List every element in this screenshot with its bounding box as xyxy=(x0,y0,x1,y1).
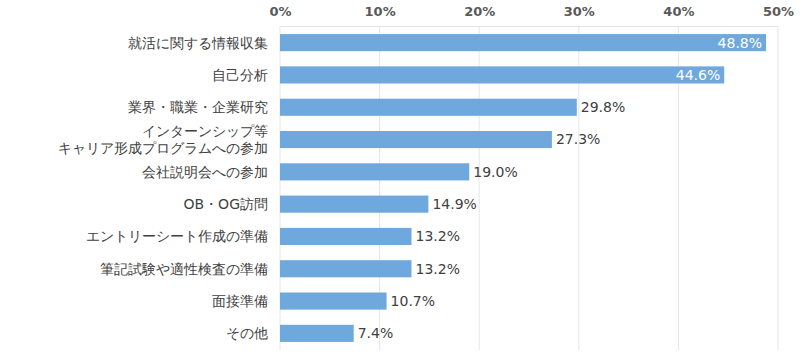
data-label: 44.6% xyxy=(676,67,720,83)
plot: 0% 10% 20% 30% 40% 50% 就活に関する情報収集自己分析業界・職業・企業研… xyxy=(58,4,794,350)
category-label: インターンシップ等キャリア形成プログラムへの参加 xyxy=(58,123,268,156)
bar xyxy=(280,131,552,148)
bar xyxy=(280,66,724,83)
category-label: エントリーシート作成の準備 xyxy=(86,228,268,244)
data-label: 19.0% xyxy=(473,164,517,180)
grid xyxy=(280,26,778,350)
bar xyxy=(280,196,428,213)
tick: 50% xyxy=(763,4,794,26)
data-label: 13.2% xyxy=(415,228,459,244)
category-label: 業界・職業・企業研究 xyxy=(128,99,268,115)
bar xyxy=(280,325,354,342)
tick: 20% xyxy=(464,4,495,26)
tick-label: 30% xyxy=(564,4,595,19)
bar xyxy=(280,228,411,245)
data-label: 10.7% xyxy=(391,293,435,309)
data-label: 7.4% xyxy=(358,325,394,341)
tick-label: 20% xyxy=(464,4,495,19)
tick: 40% xyxy=(663,4,694,26)
axis-line xyxy=(281,26,779,27)
tick-label: 0% xyxy=(269,4,291,19)
data-label: 13.2% xyxy=(415,261,459,277)
category-label: 自己分析 xyxy=(212,67,268,83)
tick-label: 40% xyxy=(663,4,694,19)
bar xyxy=(280,34,766,51)
category-label: 就活に関する情報収集 xyxy=(128,35,268,51)
chart: 0% 10% 20% 30% 40% 50% 就活に関する情報収集自己分析業界・職業・企業研… xyxy=(0,0,800,358)
bar xyxy=(280,163,469,180)
data-label: 14.9% xyxy=(432,196,476,212)
x-axis: 0% 10% 20% 30% 40% 50% xyxy=(269,4,794,27)
tick: 0% xyxy=(269,4,291,26)
data-label: 48.8% xyxy=(718,35,762,51)
data-labels: 48.8% 44.6% 29.8% 27.3% 19.0% 14.9% 13.2% 13.2%… xyxy=(358,35,762,342)
grid-line xyxy=(778,26,779,350)
category-label: 面接準備 xyxy=(212,293,268,309)
tick-label: 10% xyxy=(365,4,396,19)
category-label: 会社説明会への参加 xyxy=(142,164,268,180)
tick-label: 50% xyxy=(763,4,794,19)
bar xyxy=(280,260,411,277)
bar xyxy=(280,99,577,116)
data-label: 27.3% xyxy=(556,131,600,147)
bars xyxy=(280,34,766,342)
data-label: 29.8% xyxy=(581,99,625,115)
y-axis: 就活に関する情報収集自己分析業界・職業・企業研究インターンシップ等キャリア形成プ… xyxy=(58,35,268,342)
tick: 30% xyxy=(564,4,595,26)
tick: 10% xyxy=(365,4,396,26)
category-label: OB・OG訪問 xyxy=(184,196,269,212)
category-label: 筆記試験や適性検査の準備 xyxy=(100,261,268,277)
bar xyxy=(280,293,387,310)
category-label: その他 xyxy=(226,325,268,341)
